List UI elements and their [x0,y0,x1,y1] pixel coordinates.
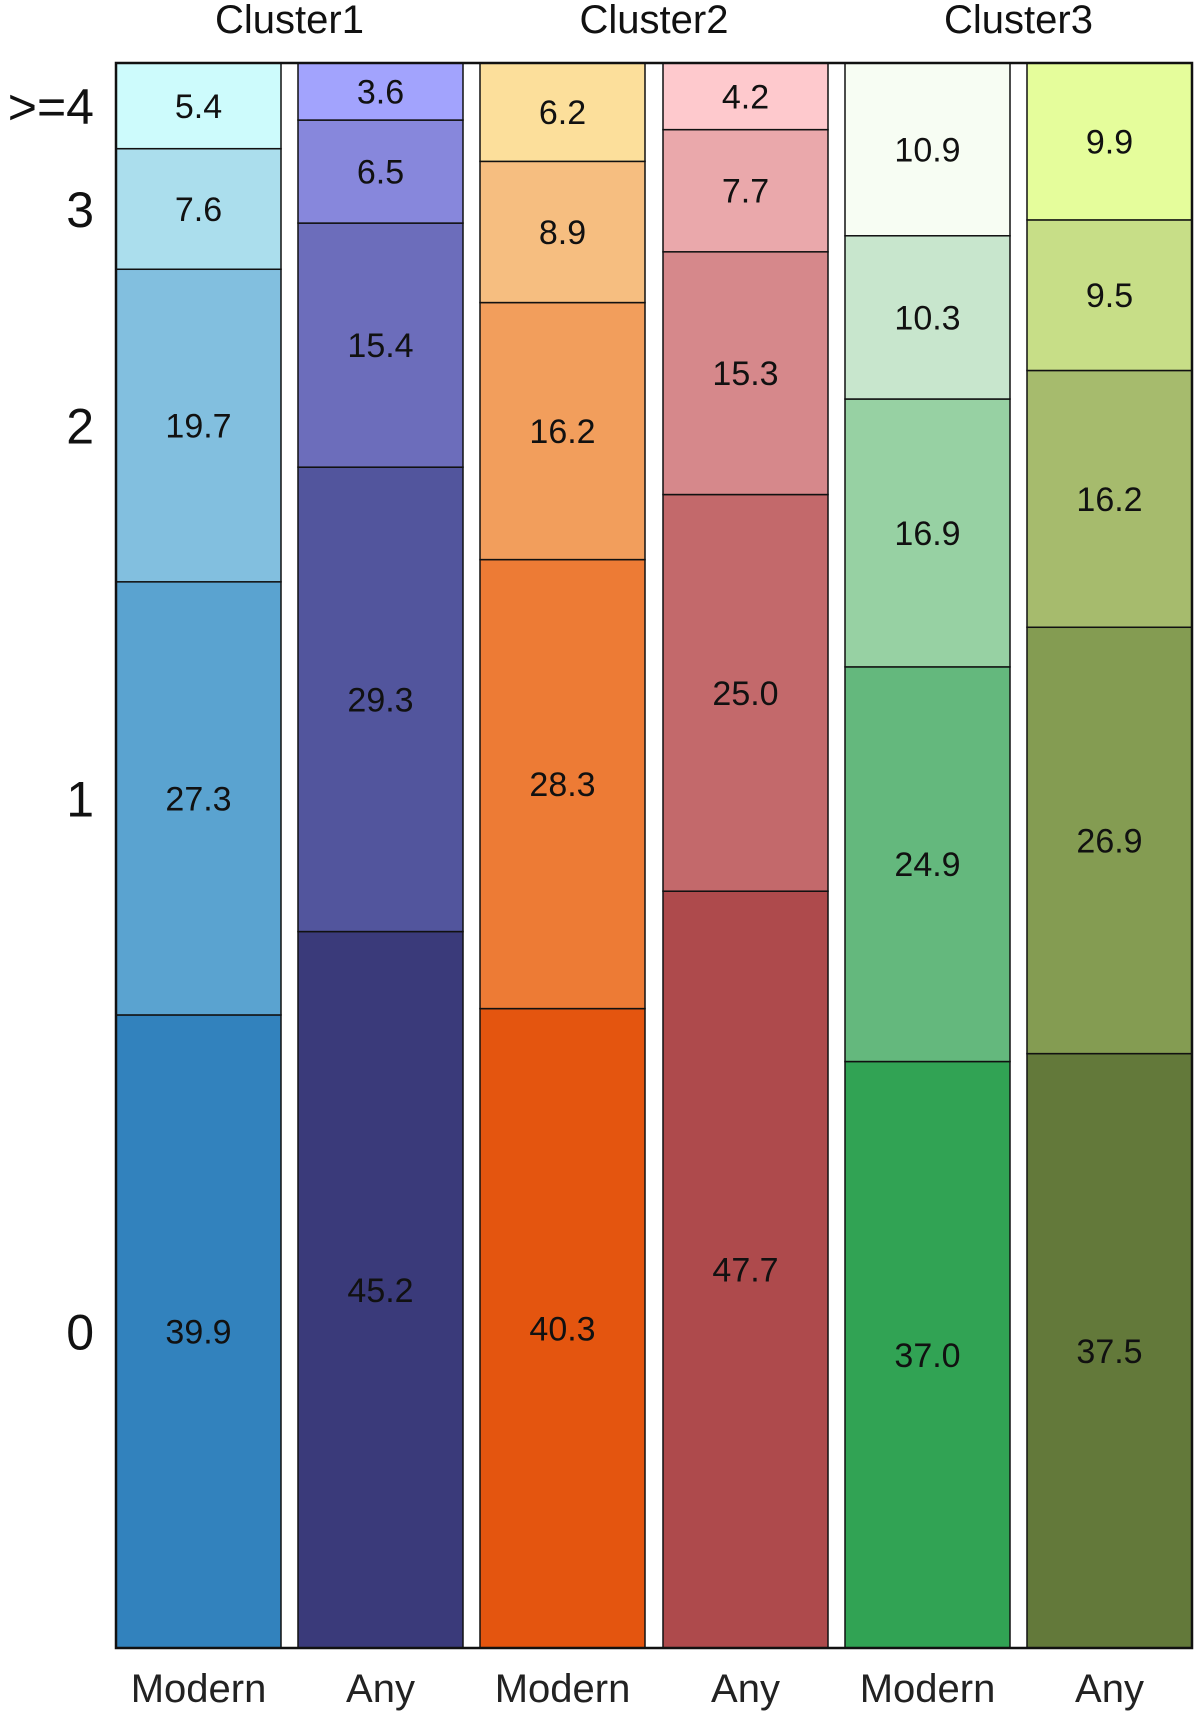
bar-segment [479,1007,646,1649]
category-label: Any [346,1667,415,1711]
bar-segment [844,1060,1011,1649]
segment-value-label: 8.9 [539,214,586,252]
category-label: Modern [131,1667,267,1711]
category-label: Any [1075,1667,1144,1711]
segment-value-label: 7.6 [175,191,222,229]
segment-value-label: 10.9 [894,131,960,169]
segment-value-label: 16.9 [894,515,960,553]
segment-value-label: 19.7 [165,408,231,446]
bar-segment [297,62,464,121]
bar-segment [662,128,829,253]
bar-segment [115,1014,282,1649]
segment-value-label: 24.9 [894,846,960,884]
level-label: 3 [66,182,94,238]
segment-value-label: 47.7 [712,1252,778,1290]
bar-segment [844,398,1011,668]
cluster-title: Cluster2 [580,0,729,42]
bar-segment [844,235,1011,400]
category-labels: Modern Any Modern Any Modern Any [131,1667,1144,1711]
segment-value-label: 15.4 [347,327,413,365]
category-label: Modern [495,1667,631,1711]
segment-value-label: 15.3 [712,355,778,393]
bar-segment [662,251,829,496]
level-label: 0 [66,1304,94,1360]
segment-value-label: 10.3 [894,299,960,337]
segment-value-label: 27.3 [165,780,231,818]
category-label: Any [711,1667,780,1711]
segment-value-label: 37.0 [894,1337,960,1375]
level-labels: 0 1 2 3 >=4 [8,79,94,1361]
segment-value-label: 4.2 [722,78,769,116]
segment-value-label: 28.3 [529,766,595,804]
segment-value-label: 29.3 [347,681,413,719]
level-label: 1 [66,771,94,827]
bar-segment [479,62,646,163]
bar-segment [1026,369,1193,629]
segment-value-label: 7.7 [722,173,769,211]
segment-value-label: 9.9 [1086,123,1133,161]
segment-value-label: 40.3 [529,1310,595,1348]
bar-segment [115,581,282,1016]
bar-segment [844,62,1011,237]
cluster-titles: Cluster1 Cluster2 Cluster3 [215,0,1093,42]
bar-segment [115,62,282,150]
bar-segment [1026,219,1193,372]
bar-segment [297,222,464,468]
segment-value-label: 6.2 [539,94,586,132]
segment-value-label: 39.9 [165,1313,231,1351]
bar-segment [297,119,464,224]
segment-value-label: 26.9 [1076,822,1142,860]
segment-value-label: 3.6 [357,74,404,112]
segment-value-label: 25.0 [712,675,778,713]
cluster-title: Cluster3 [944,0,1093,42]
chart-frame [114,61,1194,1650]
level-label: >=4 [8,79,94,135]
segment-value-label: 37.5 [1076,1333,1142,1371]
cluster-title: Cluster1 [215,0,364,42]
segment-value-label: 5.4 [175,88,222,126]
bar-segment [1026,626,1193,1055]
bar-segment [115,147,282,271]
bar-segment [662,890,829,1649]
category-label: Modern [860,1667,996,1711]
bar-segment [1026,1052,1193,1649]
level-label: 2 [66,399,94,455]
segment-value-label: 6.5 [357,154,404,192]
bar-segment [479,558,646,1010]
segment-value-label: 45.2 [347,1272,413,1310]
segment-value-label: 16.2 [1076,481,1142,519]
bar-segment [297,930,464,1649]
bar-segment [297,466,464,933]
segment-value-label: 16.2 [529,413,595,451]
segment-value-label: 9.5 [1086,277,1133,315]
bar-segment [662,493,829,892]
bar-segment [479,301,646,561]
bar-segment [662,62,829,131]
bars-layer: 39.9 27.3 19.7 7.6 5.4 45.2 29.3 15.4 6.5 3.6 40.3… [115,62,1193,1649]
